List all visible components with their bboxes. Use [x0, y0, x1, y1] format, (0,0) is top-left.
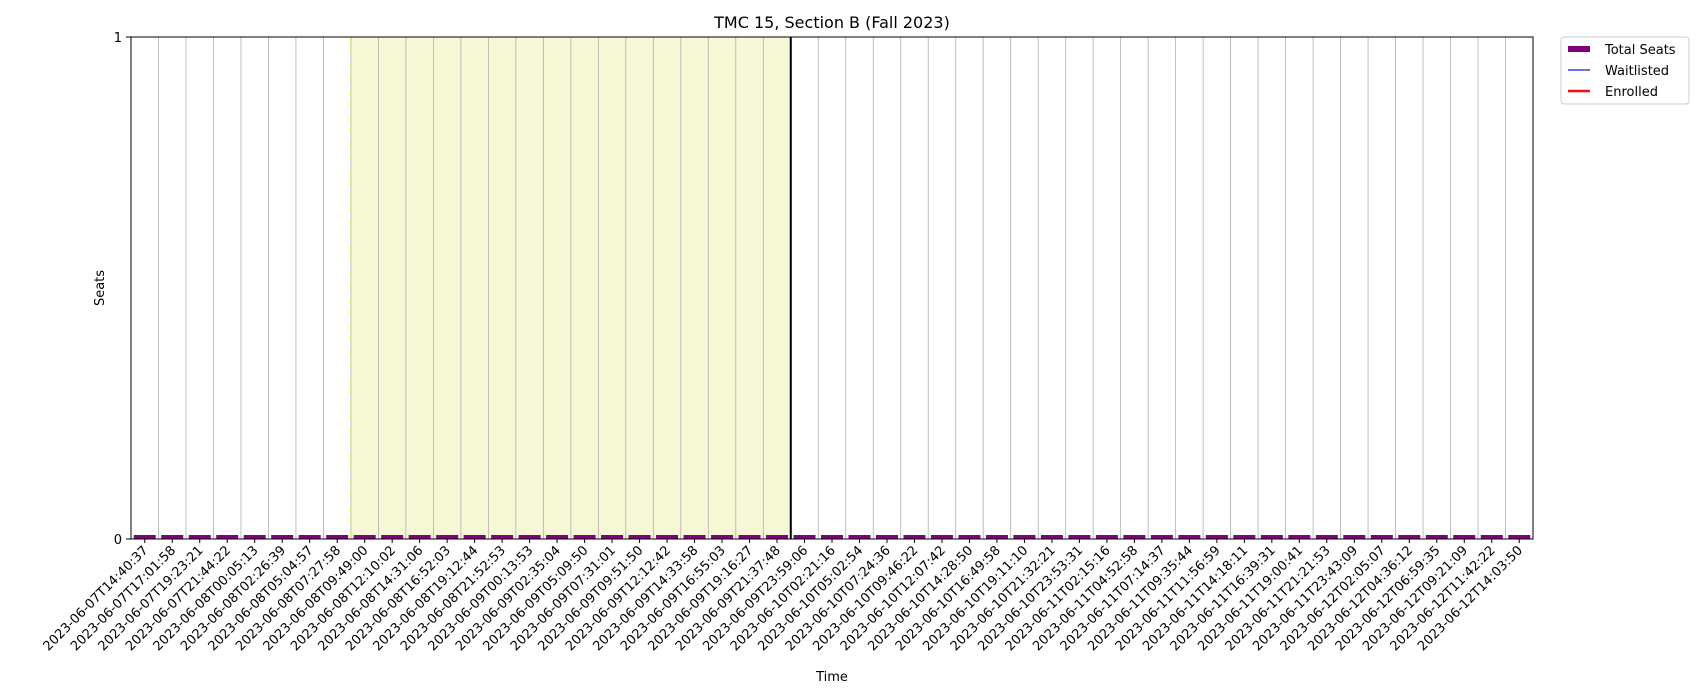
total-seats-bar [656, 535, 679, 539]
total-seats-bar [243, 535, 266, 539]
total-seats-bar [793, 535, 816, 539]
total-seats-bar [491, 535, 514, 539]
total-seats-bar [408, 535, 431, 539]
total-seats-bar [683, 535, 706, 539]
total-seats-bar [1095, 535, 1118, 539]
total-seats-bar [1425, 535, 1448, 539]
total-seats-bar [463, 535, 486, 539]
total-seats-bar [1233, 535, 1256, 539]
total-seats-bar [216, 535, 239, 539]
y-tick-label: 0 [114, 533, 122, 548]
total-seats-bar [573, 535, 596, 539]
total-seats-bar [875, 535, 898, 539]
total-seats-bars [133, 535, 1531, 539]
total-seats-bar [985, 535, 1008, 539]
legend-label-waitlisted: Waitlisted [1605, 64, 1669, 79]
total-seats-bar [711, 535, 734, 539]
total-seats-bar [271, 535, 294, 539]
total-seats-bar [1288, 535, 1311, 539]
total-seats-bar [436, 535, 459, 539]
y-tick-label: 1 [114, 31, 122, 46]
total-seats-bar [1398, 535, 1421, 539]
total-seats-bar [930, 535, 953, 539]
total-seats-bar [326, 535, 349, 539]
total-seats-bar [1205, 535, 1228, 539]
total-seats-bar [1040, 535, 1063, 539]
total-seats-bar [298, 535, 321, 539]
total-seats-bar [1178, 535, 1201, 539]
x-tick-labels: 2023-06-07T14:40:372023-06-07T17:01:5820… [41, 539, 1526, 654]
total-seats-bar [821, 535, 843, 539]
total-seats-bar [766, 535, 789, 539]
legend: Total Seats Waitlisted Enrolled [1560, 36, 1690, 105]
total-seats-bar [903, 535, 926, 539]
total-seats-bar [1315, 535, 1338, 539]
total-seats-bar [1370, 535, 1393, 539]
total-seats-bar [1343, 535, 1366, 539]
y-axis-label: Seats [93, 270, 108, 306]
total-seats-bar [161, 535, 184, 539]
total-seats-bar [1150, 535, 1173, 539]
legend-label-total-seats: Total Seats [1604, 43, 1676, 58]
total-seats-bar [1260, 535, 1283, 539]
total-seats-bar [1508, 535, 1531, 539]
total-seats-bar [738, 535, 761, 539]
legend-label-enrolled: Enrolled [1605, 85, 1658, 100]
total-seats-bar [601, 535, 624, 539]
x-axis-label: Time [815, 670, 848, 685]
total-seats-bar [848, 535, 871, 539]
total-seats-bar [1480, 535, 1503, 539]
total-seats-bar [133, 535, 156, 539]
total-seats-bar [518, 535, 541, 539]
total-seats-bar [1453, 535, 1476, 539]
total-seats-bar [958, 535, 981, 539]
total-seats-bar [188, 535, 211, 539]
total-seats-bar [1068, 535, 1091, 539]
total-seats-bar [381, 535, 404, 539]
total-seats-bar [1013, 535, 1036, 539]
total-seats-bar [546, 535, 569, 539]
chart-title: TMC 15, Section B (Fall 2023) [713, 13, 950, 32]
legend-box [1560, 36, 1690, 105]
total-seats-bar [1123, 535, 1146, 539]
total-seats-bar [353, 535, 376, 539]
total-seats-bar [628, 535, 651, 539]
